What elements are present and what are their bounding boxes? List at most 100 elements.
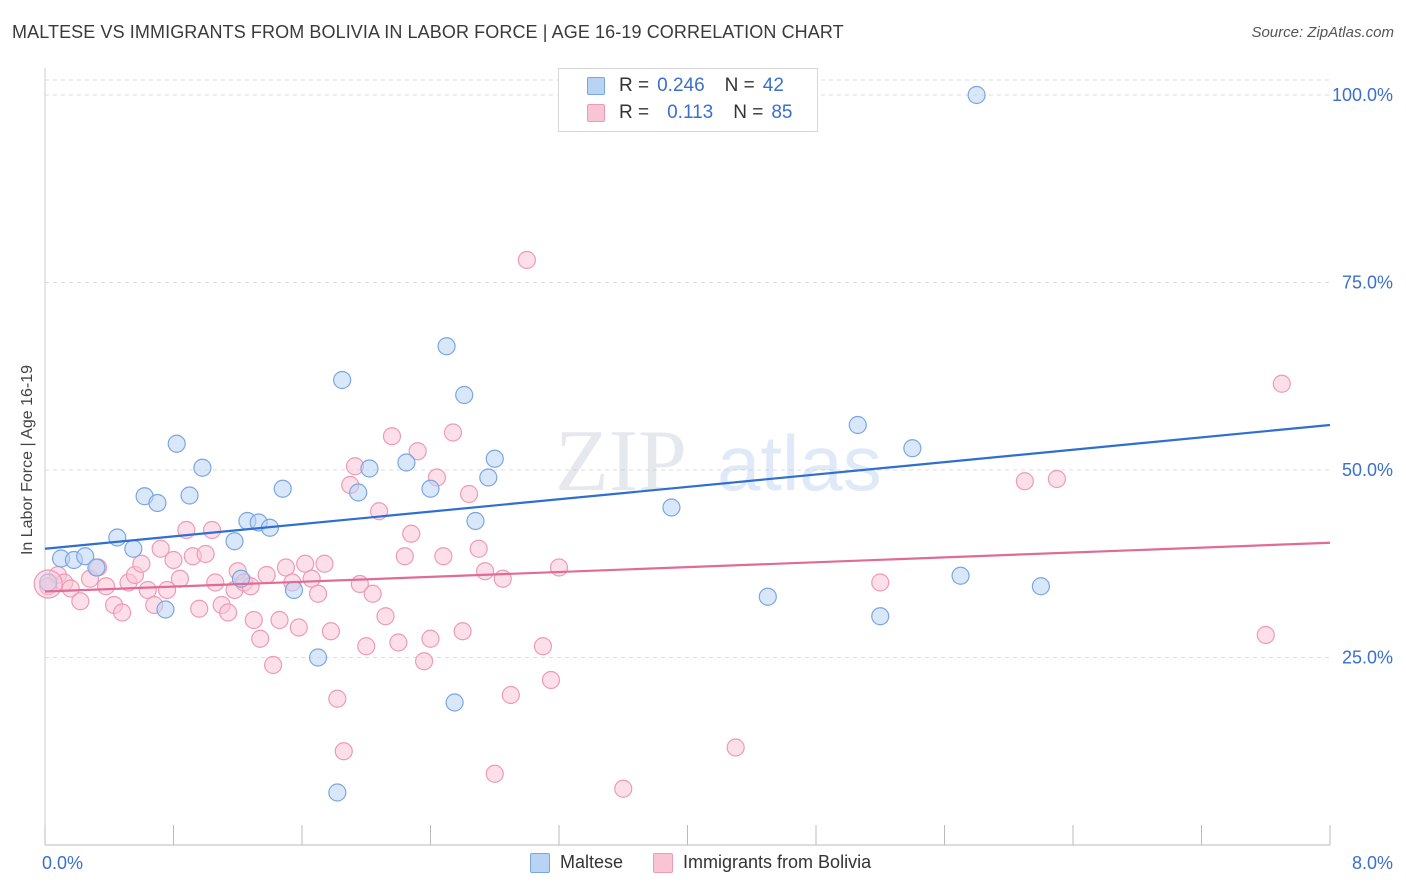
bottom-legend-swatch-bolivia — [653, 852, 674, 873]
bolivia-point — [485, 764, 504, 783]
bolivia-point — [1047, 469, 1067, 489]
legend-n-label: N = — [733, 102, 764, 123]
bolivia-cluster-point — [33, 569, 63, 599]
bolivia-point — [389, 633, 408, 652]
maltese-point — [479, 468, 498, 487]
bolivia-point — [206, 573, 225, 592]
y-tick-label: 25.0% — [1342, 648, 1393, 668]
maltese-point — [951, 566, 970, 585]
y-tick-label: 100.0% — [1332, 85, 1393, 105]
source-label: Source: ZipAtlas.com — [1251, 24, 1394, 41]
bolivia-point — [443, 423, 463, 442]
maltese-point — [397, 453, 416, 472]
bolivia-point — [190, 599, 209, 618]
chart-title: MALTESE VS IMMIGRANTS FROM BOLIVIA IN LA… — [12, 22, 844, 42]
maltese-point — [662, 498, 681, 517]
maltese-point — [360, 459, 379, 478]
bolivia-point — [334, 742, 353, 761]
legend-r-label: R = — [619, 102, 650, 123]
bolivia-point — [112, 603, 132, 622]
bottom-legend-label-maltese: Maltese — [560, 852, 624, 872]
watermark: ZIP atlas — [555, 413, 882, 510]
legend: R = 0.246 N = 42 R = 0.113 N = 85 — [558, 68, 818, 132]
bolivia-point — [219, 603, 238, 622]
bolivia-point — [408, 442, 427, 461]
maltese-point — [437, 337, 456, 356]
maltese-point — [87, 558, 106, 577]
bolivia-point — [276, 558, 296, 577]
maltese-point — [76, 547, 95, 566]
tick-labels: 25.0% 50.0% 75.0% 100.0% 0.0% 8.0% — [42, 85, 1393, 873]
bolivia-point — [517, 250, 536, 270]
bolivia-point — [1256, 625, 1275, 645]
maltese-point — [903, 439, 922, 458]
bottom-legend: Maltese Immigrants from Bolivia — [530, 852, 901, 873]
bolivia-point — [376, 607, 395, 626]
axes — [44, 68, 1331, 846]
bolivia-point — [296, 554, 315, 573]
maltese-point — [167, 434, 186, 453]
bolivia-point — [1272, 374, 1291, 393]
bolivia-point — [421, 629, 440, 648]
maltese-point — [349, 483, 368, 502]
legend-row-maltese: R = 0.246 N = 42 — [587, 74, 784, 98]
bolivia-point — [321, 622, 341, 641]
bottom-legend-bolivia: Immigrants from Bolivia — [653, 852, 871, 873]
maltese-point — [225, 532, 244, 551]
bolivia-point — [61, 579, 80, 598]
maltese-point — [455, 385, 474, 405]
maltese-point — [466, 511, 485, 531]
maltese-point — [1031, 577, 1050, 596]
bolivia-point — [501, 685, 520, 705]
bolivia-point — [614, 779, 633, 798]
maltese-point — [148, 493, 167, 513]
bolivia-point — [328, 689, 347, 708]
watermark-zip: ZIP — [555, 413, 687, 510]
y-tick-label: 75.0% — [1342, 273, 1393, 293]
bolivia-point — [541, 670, 561, 690]
bolivia-point — [257, 565, 276, 585]
bolivia-point — [270, 610, 289, 630]
bolivia-point — [289, 618, 308, 637]
bolivia-point — [871, 573, 890, 592]
bolivia-point — [151, 539, 170, 558]
bolivia-point — [1015, 472, 1034, 491]
legend-n-value: 42 — [762, 75, 784, 96]
maltese-point — [273, 479, 292, 498]
legend-n-value: 85 — [771, 102, 793, 123]
maltese-trend-line — [44, 423, 1331, 550]
bolivia-point — [164, 550, 183, 570]
maltese-point — [871, 607, 890, 626]
maltese-point — [180, 486, 199, 505]
legend-swatch-maltese — [587, 77, 605, 95]
maltese-point — [308, 648, 328, 667]
bolivia-point — [549, 558, 569, 577]
maltese-point — [156, 600, 175, 619]
bolivia-point — [382, 427, 402, 446]
bolivia-point — [71, 592, 90, 611]
maltese-point — [485, 449, 504, 468]
y-tick-label: 50.0% — [1342, 460, 1393, 480]
maltese-point — [124, 539, 143, 558]
x-tick-label: 0.0% — [42, 853, 83, 873]
bolivia-point — [476, 562, 495, 581]
bolivia-point — [263, 655, 283, 675]
bolivia-point — [196, 544, 215, 564]
legend-r-value: 0.246 — [657, 75, 705, 96]
bottom-legend-swatch-maltese — [530, 852, 550, 873]
legend-r-label: R = — [619, 75, 650, 96]
bolivia-point — [453, 622, 472, 641]
legend-row-bolivia: R = 0.113 N = 85 — [587, 101, 793, 125]
bolivia-point — [469, 539, 488, 558]
maltese-point — [421, 479, 440, 498]
bolivia-point — [244, 610, 263, 630]
bolivia-point — [363, 584, 382, 603]
bolivia-point — [533, 637, 553, 656]
maltese-point — [758, 587, 777, 606]
watermark-atlas: atlas — [717, 419, 882, 507]
bolivia-point — [357, 637, 376, 656]
bolivia-trend-line — [44, 541, 1331, 593]
x-tick-label: 8.0% — [1352, 853, 1393, 873]
maltese-point — [328, 783, 347, 802]
